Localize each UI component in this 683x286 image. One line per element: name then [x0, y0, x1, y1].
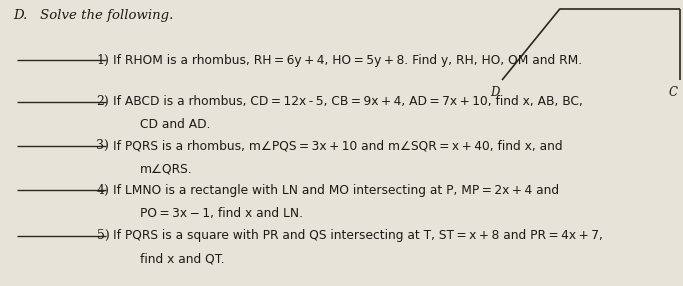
Text: If ABCD is a rhombus, CD = 12x - 5, CB = 9x + 4, AD = 7x + 10, find x, AB, BC,: If ABCD is a rhombus, CD = 12x - 5, CB =… — [113, 95, 583, 108]
Text: 4): 4) — [96, 184, 109, 197]
Text: D.   Solve the following.: D. Solve the following. — [14, 9, 174, 21]
Text: 2): 2) — [96, 95, 109, 108]
Text: D: D — [490, 86, 500, 99]
Text: CD and AD.: CD and AD. — [140, 118, 210, 131]
Text: C: C — [668, 86, 678, 99]
Text: 3): 3) — [96, 139, 109, 152]
Text: find x and QT.: find x and QT. — [140, 252, 225, 265]
Text: m∠QRS.: m∠QRS. — [140, 162, 193, 175]
Text: 5): 5) — [96, 229, 109, 243]
Text: If RHOM is a rhombus, RH = 6y + 4, HO = 5y + 8. Find y, RH, HO, OM and RM.: If RHOM is a rhombus, RH = 6y + 4, HO = … — [113, 53, 582, 67]
Text: PO = 3x − 1, find x and LN.: PO = 3x − 1, find x and LN. — [140, 206, 303, 220]
Text: 1): 1) — [96, 53, 109, 67]
Text: If LMNO is a rectangle with LN and MO intersecting at P, MP = 2x + 4 and: If LMNO is a rectangle with LN and MO in… — [113, 184, 559, 197]
Text: If PQRS is a square with PR and QS intersecting at T, ST = x + 8 and PR = 4x + 7: If PQRS is a square with PR and QS inter… — [113, 229, 602, 243]
Text: If PQRS is a rhombus, m∠PQS = 3x + 10 and m∠SQR = x + 40, find x, and: If PQRS is a rhombus, m∠PQS = 3x + 10 an… — [113, 139, 562, 152]
